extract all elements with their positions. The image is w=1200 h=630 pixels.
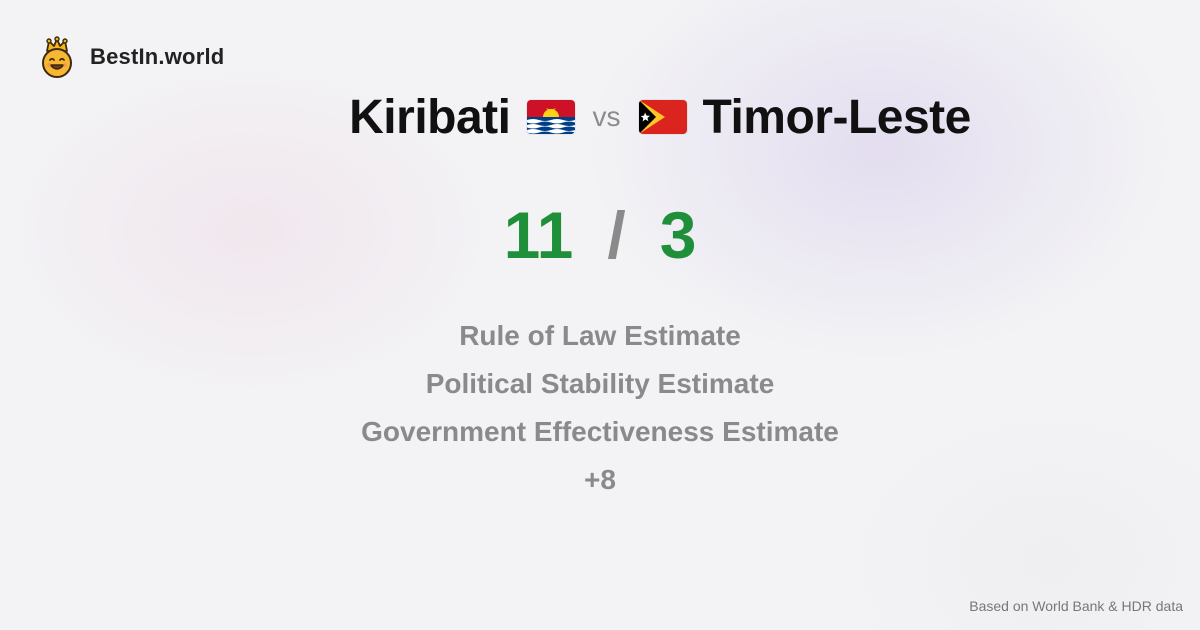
- metric-item: Rule of Law Estimate: [459, 320, 741, 351]
- brand-logo[interactable]: BestIn.world: [38, 36, 224, 78]
- left-score: 11: [503, 198, 574, 272]
- comparison-title: Kiribati vs Timor-Leste: [0, 82, 1200, 152]
- score-display: 11 / 3: [0, 190, 1200, 280]
- right-score: 3: [659, 198, 697, 272]
- left-country-name: Kiribati: [349, 90, 511, 144]
- crowned-smiley-icon: [42, 36, 72, 78]
- kiribati-flag-icon: [526, 100, 575, 134]
- metric-item: Government Effectiveness Estimate: [361, 416, 839, 447]
- vs-label: vs: [592, 101, 621, 132]
- right-country-name: Timor-Leste: [702, 90, 972, 144]
- data-source-note: Based on World Bank & HDR data: [969, 598, 1183, 614]
- metric-item: Political Stability Estimate: [425, 368, 775, 399]
- more-metrics-count: +8: [584, 464, 616, 495]
- metric-list: Rule of Law Estimate Political Stability…: [0, 312, 1200, 504]
- brand-name: BestIn.world: [90, 44, 225, 69]
- timor-leste-flag-icon: [638, 100, 687, 134]
- score-separator: /: [607, 198, 626, 272]
